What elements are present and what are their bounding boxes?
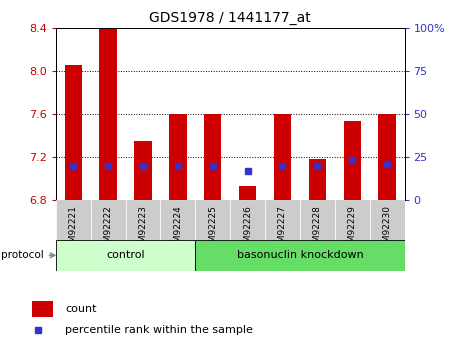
Text: control: control	[106, 250, 145, 260]
FancyBboxPatch shape	[265, 200, 300, 242]
Bar	[309, 159, 326, 200]
FancyBboxPatch shape	[230, 200, 265, 242]
Text: basonuclin knockdown: basonuclin knockdown	[237, 250, 363, 260]
Text: GSM92230: GSM92230	[383, 205, 392, 254]
Bar	[32, 301, 53, 317]
Text: percentile rank within the sample: percentile rank within the sample	[65, 325, 253, 335]
Text: GSM92229: GSM92229	[348, 205, 357, 254]
Bar	[65, 65, 82, 200]
Bar	[274, 114, 291, 200]
Title: GDS1978 / 1441177_at: GDS1978 / 1441177_at	[149, 11, 311, 25]
Bar	[344, 121, 361, 200]
Text: GSM92225: GSM92225	[208, 205, 217, 254]
Text: GSM92222: GSM92222	[104, 205, 113, 254]
Text: GSM92226: GSM92226	[243, 205, 252, 254]
Bar	[204, 114, 221, 200]
FancyBboxPatch shape	[126, 200, 160, 242]
Bar	[134, 141, 152, 200]
FancyBboxPatch shape	[91, 200, 126, 242]
Text: GSM92223: GSM92223	[139, 205, 147, 254]
Text: GSM92221: GSM92221	[69, 205, 78, 254]
FancyBboxPatch shape	[195, 200, 230, 242]
FancyBboxPatch shape	[56, 240, 195, 271]
Text: GSM92228: GSM92228	[313, 205, 322, 254]
Text: GSM92224: GSM92224	[173, 205, 182, 254]
FancyBboxPatch shape	[160, 200, 195, 242]
FancyBboxPatch shape	[56, 200, 91, 242]
Text: GSM92227: GSM92227	[278, 205, 287, 254]
Bar	[169, 114, 186, 200]
Text: count: count	[65, 304, 97, 314]
Bar	[100, 28, 117, 200]
Bar	[239, 186, 256, 200]
FancyBboxPatch shape	[195, 240, 405, 271]
FancyBboxPatch shape	[335, 200, 370, 242]
Text: protocol: protocol	[1, 250, 54, 260]
Bar	[379, 114, 396, 200]
FancyBboxPatch shape	[300, 200, 335, 242]
FancyBboxPatch shape	[370, 200, 405, 242]
